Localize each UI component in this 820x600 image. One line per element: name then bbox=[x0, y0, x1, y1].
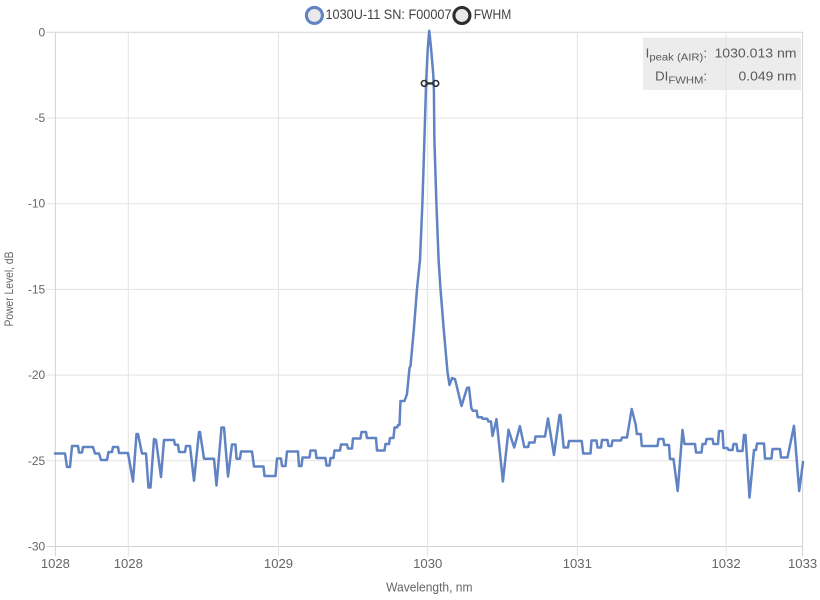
svg-text:FWHM: FWHM bbox=[474, 6, 512, 22]
svg-text:1030: 1030 bbox=[413, 556, 442, 571]
svg-text:Wavelength, nm: Wavelength, nm bbox=[386, 580, 472, 595]
svg-text:0: 0 bbox=[39, 25, 46, 39]
svg-text:-30: -30 bbox=[28, 540, 46, 554]
svg-text:-20: -20 bbox=[28, 368, 46, 382]
svg-text:1031: 1031 bbox=[563, 556, 592, 571]
svg-text:Power Level, dB: Power Level, dB bbox=[2, 252, 16, 327]
svg-text:-25: -25 bbox=[28, 454, 46, 468]
svg-text:1030.013 nm: 1030.013 nm bbox=[715, 45, 797, 60]
svg-text:1028: 1028 bbox=[41, 556, 70, 571]
svg-text:-5: -5 bbox=[35, 111, 46, 125]
svg-text:1029: 1029 bbox=[264, 556, 293, 571]
svg-text:1032: 1032 bbox=[712, 556, 741, 571]
svg-text:-15: -15 bbox=[28, 282, 46, 296]
svg-text:1033: 1033 bbox=[788, 556, 817, 571]
svg-text:0.049 nm: 0.049 nm bbox=[739, 68, 797, 83]
svg-text:1028: 1028 bbox=[114, 556, 143, 571]
svg-text:1030U-11 SN: F00007: 1030U-11 SN: F00007 bbox=[326, 6, 452, 22]
svg-text:-10: -10 bbox=[28, 197, 46, 211]
